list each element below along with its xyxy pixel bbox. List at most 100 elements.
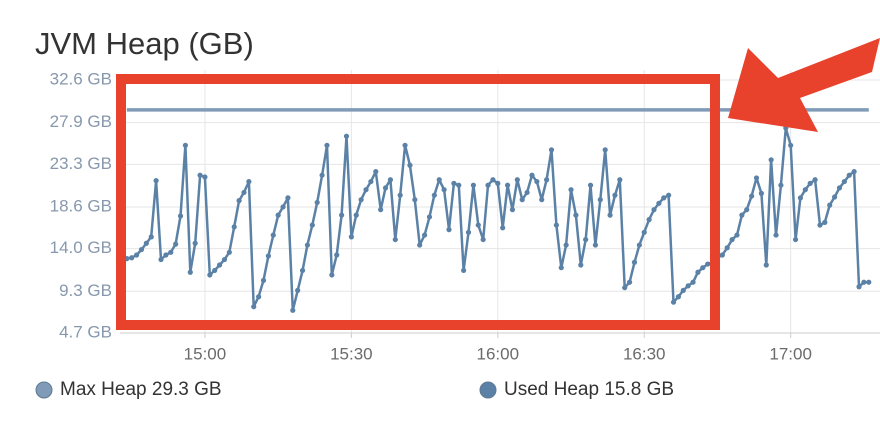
data-point	[583, 236, 589, 243]
data-point	[143, 240, 149, 246]
data-point	[231, 224, 237, 230]
data-point	[256, 294, 262, 300]
data-point	[387, 177, 394, 183]
data-point	[392, 236, 398, 243]
data-point	[504, 182, 511, 188]
data-point	[568, 187, 574, 193]
x-tick-label: 17:00	[769, 344, 812, 363]
data-point	[153, 178, 159, 184]
y-tick-label: 18.6 GB	[50, 196, 112, 215]
data-point	[304, 242, 311, 248]
data-point	[602, 147, 608, 153]
data-point	[685, 283, 691, 289]
data-point	[641, 229, 647, 235]
data-point	[524, 189, 530, 196]
data-point	[246, 178, 252, 185]
data-point	[260, 277, 267, 284]
data-point	[173, 241, 179, 247]
data-point	[241, 189, 247, 196]
data-point	[729, 236, 735, 243]
data-point	[436, 177, 442, 183]
data-point	[856, 284, 862, 290]
data-point	[617, 177, 623, 183]
data-point	[573, 212, 579, 218]
data-point	[221, 256, 228, 263]
data-point	[299, 267, 306, 274]
data-point	[138, 246, 145, 253]
data-point	[177, 213, 184, 219]
data-point	[163, 252, 169, 258]
data-point	[529, 172, 535, 178]
y-tick-label: 9.3 GB	[59, 281, 112, 300]
data-point	[275, 212, 281, 218]
data-point	[612, 192, 618, 198]
data-point	[788, 142, 794, 148]
data-point	[700, 265, 706, 271]
data-point	[309, 222, 315, 228]
data-point	[270, 232, 276, 238]
data-point	[378, 207, 384, 213]
data-point	[626, 279, 633, 285]
data-point	[534, 178, 540, 185]
x-tick-label: 15:30	[330, 344, 373, 363]
data-point	[461, 267, 467, 274]
data-point	[402, 142, 408, 148]
data-point	[431, 192, 437, 198]
data-point	[334, 252, 340, 258]
data-point	[749, 193, 755, 199]
data-point	[324, 142, 330, 148]
data-point	[485, 182, 491, 188]
data-point	[670, 299, 677, 305]
data-point	[148, 234, 154, 240]
data-point	[680, 287, 686, 293]
data-point	[133, 252, 140, 258]
arrow	[728, 38, 880, 132]
data-point	[446, 227, 452, 233]
data-point	[578, 262, 584, 268]
data-point	[421, 232, 428, 238]
data-point	[651, 207, 657, 213]
data-point	[441, 187, 447, 193]
data-point	[763, 262, 769, 268]
data-point	[773, 232, 779, 238]
data-point	[168, 249, 174, 255]
axes: 4.7 GB 9.3 GB 14.0 GB 18.6 GB 23.3 GB 27.9 GB…	[50, 69, 880, 363]
data-point	[397, 192, 403, 198]
data-point	[592, 242, 599, 248]
data-point	[426, 214, 433, 220]
data-point	[739, 212, 745, 218]
data-point	[226, 249, 232, 255]
data-point	[182, 142, 189, 148]
data-point	[836, 185, 843, 191]
data-point	[661, 195, 667, 201]
data-point	[285, 195, 291, 201]
data-point	[368, 178, 374, 185]
data-point	[514, 177, 520, 183]
y-tick-label: 14.0 GB	[50, 238, 112, 257]
chart-title: JVM Heap (GB)	[35, 26, 254, 61]
data-point	[656, 200, 662, 206]
highlight-box	[116, 74, 720, 330]
data-point	[646, 217, 652, 223]
data-point	[509, 207, 516, 213]
data-point	[363, 187, 369, 193]
data-point	[339, 212, 345, 218]
data-point	[192, 240, 198, 246]
data-point	[851, 168, 857, 175]
data-point	[280, 204, 286, 210]
data-point	[353, 212, 359, 218]
data-point	[597, 197, 603, 203]
x-tick-label: 16:00	[477, 344, 520, 363]
y-tick-label: 27.9 GB	[50, 112, 112, 131]
data-point	[187, 269, 193, 275]
data-point	[724, 245, 730, 251]
data-point	[207, 272, 213, 278]
y-tick-label: 32.6 GB	[50, 69, 112, 88]
data-point	[734, 232, 740, 238]
legend-swatch	[35, 381, 53, 399]
data-point	[695, 269, 701, 275]
data-point	[216, 262, 223, 268]
data-point	[475, 222, 481, 228]
data-point	[822, 219, 828, 225]
